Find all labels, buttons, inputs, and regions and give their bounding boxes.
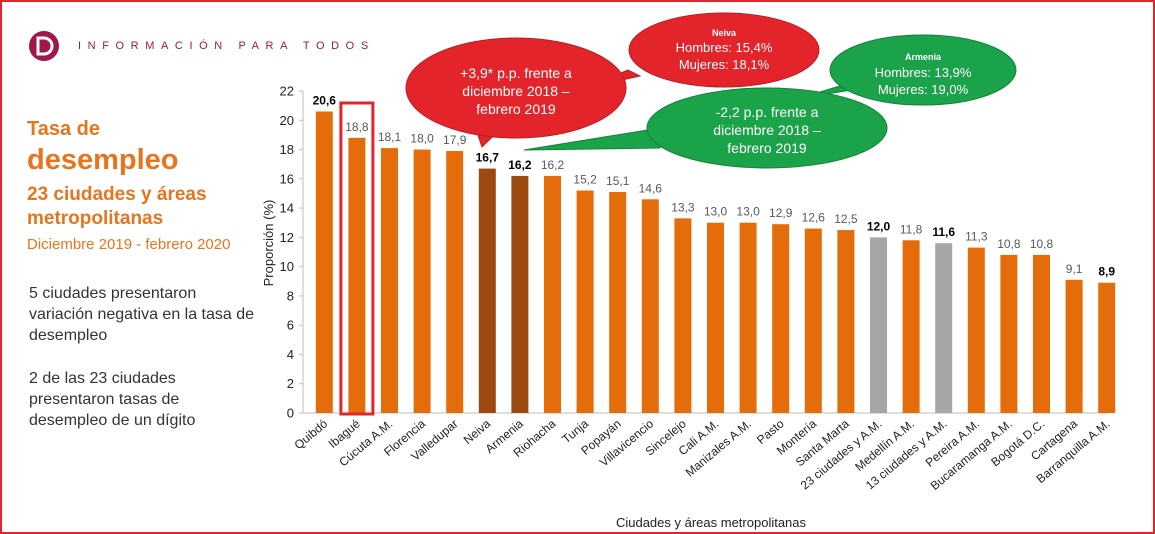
callout-neiva-change <box>405 37 627 139</box>
bar-monter-a <box>804 228 822 413</box>
data-label: 13,0 <box>704 205 728 219</box>
y-tick-label: 0 <box>287 406 294 421</box>
bar-florencia <box>413 149 431 413</box>
data-label: 11,6 <box>932 225 955 239</box>
bar-villavicencio <box>641 199 659 413</box>
bar-armenia <box>511 175 529 413</box>
dane-logo-icon <box>29 31 59 61</box>
data-label: 13,3 <box>671 200 695 214</box>
data-label: 17,9 <box>443 133 467 147</box>
data-label: 10,8 <box>997 237 1021 251</box>
data-label: 18,1 <box>378 130 402 144</box>
bar-pereira-a-m- <box>967 247 985 413</box>
note-negative-variation: 5 ciudades presentaron variación negativ… <box>29 285 255 344</box>
bar-neiva <box>478 168 496 413</box>
bar-quibd- <box>315 111 333 413</box>
bar-santa-marta <box>837 230 855 413</box>
y-tick-label: 6 <box>287 318 294 333</box>
bar-manizales-a-m- <box>739 222 757 413</box>
title-line-1: Tasa de <box>27 118 100 140</box>
callout-armenia-detail <box>829 34 1017 106</box>
callout-text: Hombres: 15,4% <box>676 40 773 55</box>
note-single-digit: 2 de las 23 ciudades presentaron tasas d… <box>29 370 196 429</box>
bar-medell-n-a-m- <box>902 240 920 413</box>
data-label: 9,1 <box>1066 262 1083 276</box>
bar-ibagu- <box>348 137 366 413</box>
bar-barranquilla-a-m- <box>1098 282 1116 413</box>
callout-text: Mujeres: 18,1% <box>679 57 770 72</box>
data-label: 12,6 <box>802 211 826 225</box>
callout-text: febrero 2019 <box>727 140 807 156</box>
header-tagline: INFORMACIÓN PARA TODOS <box>78 40 375 52</box>
data-label: 14,6 <box>639 181 663 195</box>
data-label: 11,8 <box>900 222 923 236</box>
callout-title: Neiva <box>712 28 737 38</box>
data-label: 16,2 <box>541 158 565 172</box>
data-label: 10,8 <box>1030 237 1054 251</box>
callout-text: Hombres: 13,9% <box>875 65 972 80</box>
data-label: 18,8 <box>345 120 369 134</box>
bar-pasto <box>772 224 790 413</box>
bar-bucaramanga-a-m- <box>1000 254 1018 413</box>
title-line-3: 23 ciudades y áreas metropolitanas <box>27 184 207 229</box>
y-axis-label: Proporción (%) <box>261 200 276 287</box>
callout-text: +3,9* p.p. frente a <box>460 65 572 81</box>
data-label: 8,9 <box>1098 265 1115 279</box>
bar-bogot-d-c- <box>1033 254 1050 413</box>
y-tick-label: 8 <box>287 288 294 303</box>
callout-armenia-change <box>646 87 888 169</box>
data-label: 13,0 <box>736 205 760 219</box>
y-tick-label: 12 <box>280 230 294 245</box>
x-axis-label: Ciudades y áreas metropolitanas <box>616 515 807 530</box>
bar-cartagena <box>1065 279 1083 413</box>
bar-cali-a-m- <box>707 222 724 413</box>
bar-23-ciudades-y-a-m- <box>870 237 887 413</box>
data-label: 20,6 <box>313 93 337 107</box>
callout-text: -2,2 p.p. frente a <box>716 104 819 120</box>
x-tick-label: Quibdó <box>292 416 331 452</box>
y-tick-label: 18 <box>280 142 294 157</box>
data-label: 16,7 <box>476 151 500 165</box>
data-label: 12,9 <box>769 206 793 220</box>
y-tick-label: 22 <box>280 84 294 99</box>
bar-tunja <box>576 190 594 413</box>
title-line-2: desempleo <box>27 144 179 176</box>
y-tick-label: 14 <box>280 201 294 216</box>
highlight-box <box>339 101 375 416</box>
data-label: 16,2 <box>508 158 532 172</box>
y-tick-label: 16 <box>280 171 294 186</box>
data-label: 12,0 <box>867 219 891 233</box>
data-label: 12,5 <box>834 212 858 226</box>
data-label: 18,0 <box>410 132 434 146</box>
bar-13-ciudades-y-a-m- <box>935 243 953 413</box>
y-tick-label: 10 <box>280 259 294 274</box>
bar-riohacha <box>544 175 561 413</box>
callout-text: diciembre 2018 – <box>462 83 570 99</box>
y-tick-label: 4 <box>287 347 294 362</box>
bar-valledupar <box>446 151 464 413</box>
callout-text: Mujeres: 19,0% <box>878 82 969 97</box>
subtitle: Diciembre 2019 - febrero 2020 <box>27 236 231 253</box>
bar-c-cuta-a-m- <box>381 148 398 413</box>
callout-text: diciembre 2018 – <box>713 122 821 138</box>
data-label: 15,1 <box>606 174 630 188</box>
y-tick-label: 20 <box>280 113 294 128</box>
bar-popay-n <box>609 191 627 413</box>
bar-sincelejo <box>674 218 692 413</box>
callout-text: febrero 2019 <box>476 101 556 117</box>
data-label: 11,3 <box>965 230 988 244</box>
callout-neiva-detail <box>628 12 820 88</box>
data-label: 15,2 <box>573 173 597 187</box>
y-tick-label: 2 <box>287 376 294 391</box>
callout-title: Armenia <box>905 52 942 62</box>
